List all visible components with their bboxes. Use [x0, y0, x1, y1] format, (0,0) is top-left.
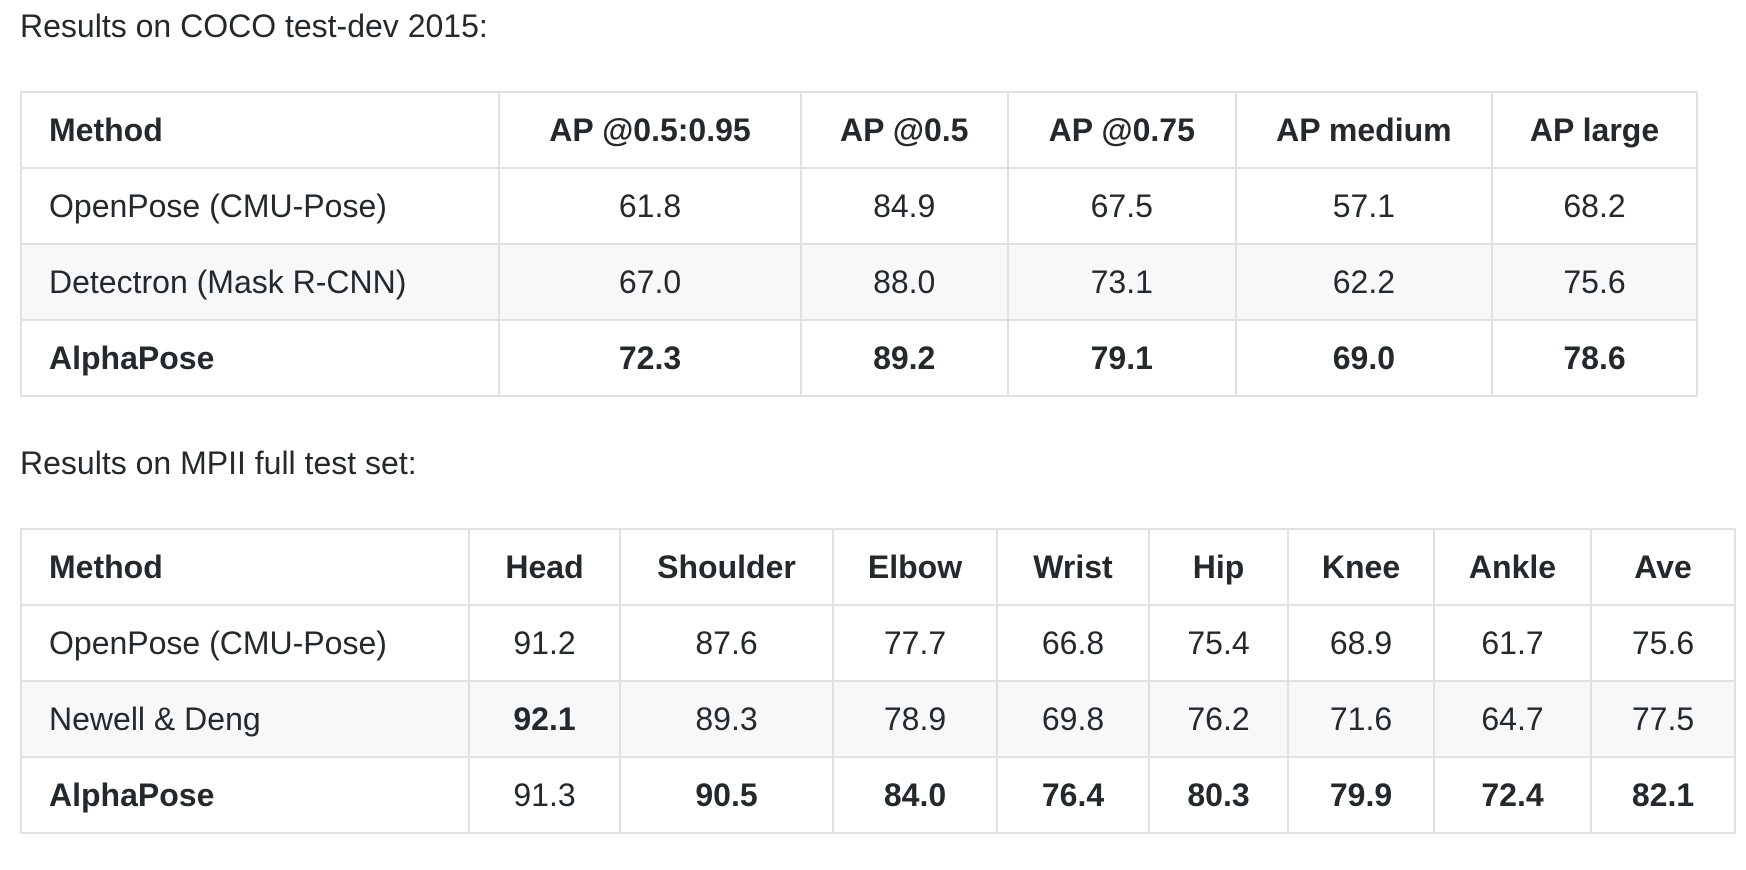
method-cell: OpenPose (CMU-Pose) [19, 167, 501, 245]
value-cell: 61.7 [1433, 604, 1592, 682]
value-cell: 84.0 [832, 756, 998, 834]
value-cell: 72.3 [498, 319, 802, 397]
column-header-ap-0.75: AP @0.75 [1006, 91, 1237, 169]
column-header-ave: Ave [1590, 528, 1736, 606]
table-row: Detectron (Mask R-CNN) 67.0 88.0 73.1 62… [19, 243, 1698, 321]
coco-results-table: Method AP @0.5:0.95 AP @0.5 AP @0.75 AP … [19, 91, 1698, 397]
value-cell: 92.1 [468, 680, 621, 758]
method-cell: Detectron (Mask R-CNN) [19, 243, 501, 321]
table-header-row: Method Head Shoulder Elbow Wrist Hip Kne… [20, 528, 1736, 606]
value-cell: 78.6 [1491, 319, 1698, 397]
value-cell: 67.0 [498, 243, 802, 321]
table-header-row: Method AP @0.5:0.95 AP @0.5 AP @0.75 AP … [19, 91, 1698, 169]
value-cell: 77.5 [1590, 680, 1736, 758]
column-header-head: Head [468, 528, 621, 606]
value-cell: 69.0 [1234, 319, 1494, 397]
table-row: Newell & Deng 92.1 89.3 78.9 69.8 76.2 7… [20, 680, 1736, 758]
column-header-ap-large: AP large [1491, 91, 1698, 169]
value-cell: 71.6 [1287, 680, 1435, 758]
table-row: OpenPose (CMU-Pose) 61.8 84.9 67.5 57.1 … [19, 167, 1698, 245]
table-row: AlphaPose 91.3 90.5 84.0 76.4 80.3 79.9 … [20, 756, 1736, 834]
value-cell: 77.7 [832, 604, 998, 682]
value-cell: 75.4 [1148, 604, 1289, 682]
value-cell: 57.1 [1234, 167, 1494, 245]
method-cell: OpenPose (CMU-Pose) [20, 604, 470, 682]
coco-caption: Results on COCO test-dev 2015: [20, 8, 488, 44]
value-cell: 79.9 [1287, 756, 1435, 834]
column-header-shoulder: Shoulder [619, 528, 834, 606]
value-cell: 76.4 [996, 756, 1150, 834]
value-cell: 68.2 [1491, 167, 1698, 245]
method-cell: AlphaPose [20, 756, 470, 834]
column-header-ap-0.5-0.95: AP @0.5:0.95 [498, 91, 802, 169]
column-header-wrist: Wrist [996, 528, 1150, 606]
column-header-elbow: Elbow [832, 528, 998, 606]
value-cell: 75.6 [1491, 243, 1698, 321]
value-cell: 87.6 [619, 604, 834, 682]
value-cell: 66.8 [996, 604, 1150, 682]
value-cell: 73.1 [1006, 243, 1237, 321]
value-cell: 68.9 [1287, 604, 1435, 682]
column-header-method: Method [20, 528, 470, 606]
value-cell: 79.1 [1006, 319, 1237, 397]
value-cell: 72.4 [1433, 756, 1592, 834]
mpii-results-table: Method Head Shoulder Elbow Wrist Hip Kne… [20, 528, 1736, 834]
value-cell: 89.3 [619, 680, 834, 758]
column-header-knee: Knee [1287, 528, 1435, 606]
value-cell: 90.5 [619, 756, 834, 834]
value-cell: 84.9 [799, 167, 1009, 245]
column-header-ap-medium: AP medium [1234, 91, 1494, 169]
value-cell: 76.2 [1148, 680, 1289, 758]
value-cell: 62.2 [1234, 243, 1494, 321]
value-cell: 80.3 [1148, 756, 1289, 834]
column-header-method: Method [19, 91, 501, 169]
method-cell: AlphaPose [19, 319, 501, 397]
column-header-ap-0.5: AP @0.5 [799, 91, 1009, 169]
value-cell: 82.1 [1590, 756, 1736, 834]
table-row: AlphaPose 72.3 89.2 79.1 69.0 78.6 [19, 319, 1698, 397]
column-header-hip: Hip [1148, 528, 1289, 606]
table-row: OpenPose (CMU-Pose) 91.2 87.6 77.7 66.8 … [20, 604, 1736, 682]
value-cell: 91.2 [468, 604, 621, 682]
value-cell: 88.0 [799, 243, 1009, 321]
value-cell: 61.8 [498, 167, 802, 245]
value-cell: 75.6 [1590, 604, 1736, 682]
value-cell: 67.5 [1006, 167, 1237, 245]
mpii-caption: Results on MPII full test set: [20, 445, 417, 481]
value-cell: 69.8 [996, 680, 1150, 758]
value-cell: 78.9 [832, 680, 998, 758]
value-cell: 91.3 [468, 756, 621, 834]
value-cell: 64.7 [1433, 680, 1592, 758]
value-cell: 89.2 [799, 319, 1009, 397]
column-header-ankle: Ankle [1433, 528, 1592, 606]
method-cell: Newell & Deng [20, 680, 470, 758]
